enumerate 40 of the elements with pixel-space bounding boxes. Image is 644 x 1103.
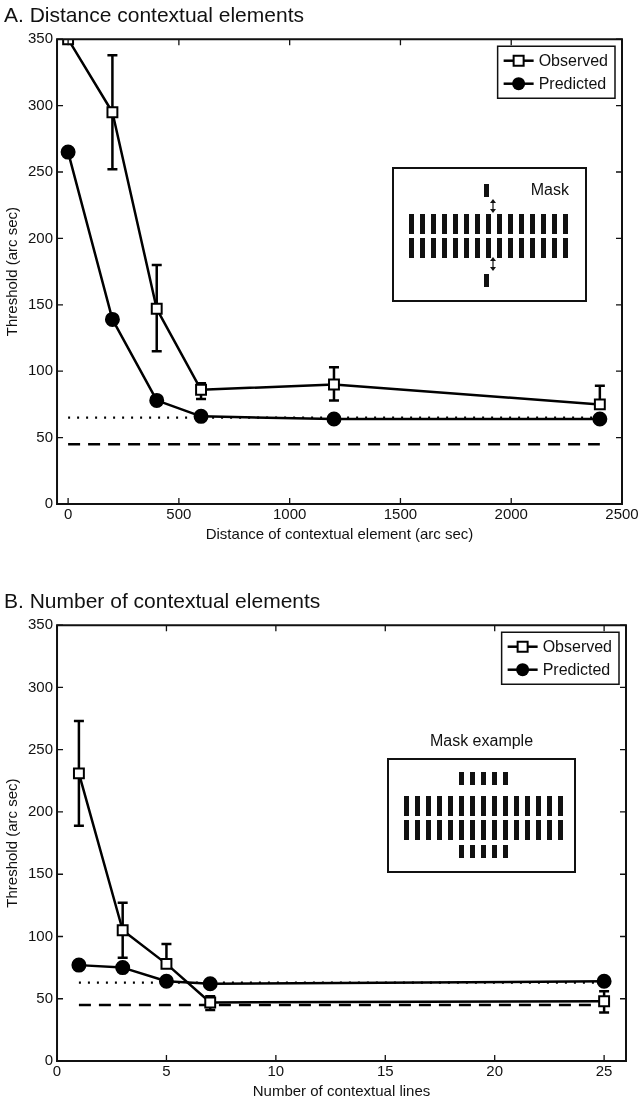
- x-tick-label: 5: [162, 1062, 171, 1080]
- x-tick-label: 2000: [494, 505, 528, 523]
- y-tick-label: 350: [28, 29, 54, 47]
- y-tick-label: 250: [28, 162, 54, 180]
- x-tick-label: 20: [486, 1062, 504, 1080]
- y-axis-title: Threshold (arc sec): [3, 778, 21, 908]
- x-tick-label: 10: [267, 1062, 285, 1080]
- y-tick-label: 250: [28, 739, 54, 757]
- legend-label: Observed: [542, 638, 613, 656]
- x-tick-label: 0: [63, 505, 73, 523]
- x-tick-label: 500: [166, 505, 192, 523]
- y-tick-label: 0: [44, 494, 54, 512]
- annotation: Mask: [530, 181, 569, 199]
- y-axis-title: Threshold (arc sec): [3, 206, 21, 337]
- chart-title: A. Distance contextual elements: [4, 3, 304, 27]
- y-tick-label: 100: [28, 926, 54, 944]
- x-axis-title: Distance of contextual element (arc sec): [205, 525, 474, 543]
- y-tick-label: 300: [28, 677, 54, 695]
- y-tick-label: 150: [28, 294, 54, 312]
- x-tick-label: 25: [595, 1062, 613, 1080]
- y-tick-label: 200: [28, 802, 54, 820]
- x-tick-label: 15: [376, 1062, 394, 1080]
- x-axis-title: Number of contextual lines: [252, 1082, 431, 1100]
- legend-label: Predicted: [538, 75, 607, 93]
- legend-label: Predicted: [542, 661, 611, 679]
- y-tick-label: 200: [28, 228, 54, 246]
- y-tick-label: 50: [36, 988, 54, 1006]
- annotation: Mask example: [429, 732, 534, 750]
- y-tick-label: 150: [28, 864, 54, 882]
- y-tick-label: 50: [36, 427, 54, 445]
- x-tick-label: 1000: [272, 505, 307, 523]
- mask-diagram: Mask: [392, 167, 587, 302]
- x-tick-label: 1500: [383, 505, 418, 523]
- x-tick-label: 2500: [605, 505, 639, 523]
- y-tick-label: 0: [44, 1051, 54, 1069]
- y-tick-label: 100: [28, 361, 54, 379]
- legend-label: Observed: [538, 52, 609, 70]
- y-tick-label: 350: [28, 615, 54, 633]
- y-tick-label: 300: [28, 95, 54, 113]
- chart-title: B. Number of contextual elements: [4, 589, 321, 613]
